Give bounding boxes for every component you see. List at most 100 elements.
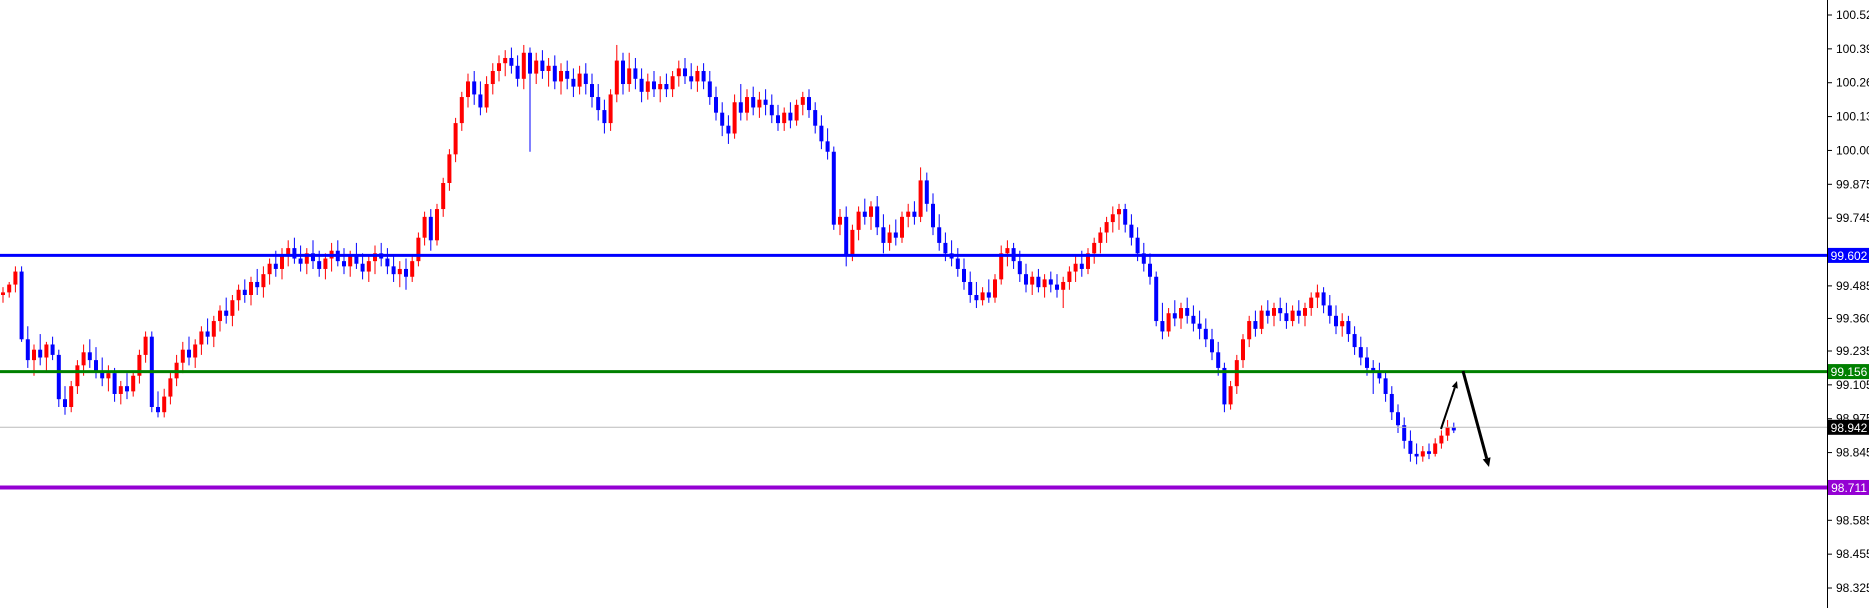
candle-down [571,78,576,87]
candle-up [856,211,861,230]
candle-up [627,68,632,85]
candle-up [131,375,136,392]
candle-down [602,110,607,124]
candle-down [968,281,973,295]
candle-down [1129,224,1134,238]
candle-up [993,279,997,298]
candle-down [242,289,247,295]
candle-up [670,76,675,90]
candle-down [156,406,160,413]
candle-down [639,78,644,92]
candle-down [652,81,656,90]
candle-down [565,71,570,79]
candle-up [1309,297,1314,309]
candle-up [211,321,216,337]
candle-up [1005,248,1010,254]
candle-down [528,52,532,74]
candle-up [658,84,663,90]
candle-up [1086,253,1090,269]
candle-up [1,292,5,295]
candle-down [831,151,836,225]
candle-down [360,263,365,272]
candle-up [1067,271,1072,282]
candle-up [373,253,377,262]
candle-up [1340,321,1345,327]
candle-down [590,84,594,98]
candle-down [664,84,669,90]
candle-down [25,339,30,361]
candle-down [583,73,588,85]
candle-up [999,253,1004,280]
candle-up [1098,232,1103,243]
candle-down [1253,321,1258,329]
up-arrow-head [1451,381,1458,389]
candle-down [1358,347,1363,358]
candle-down [292,248,297,259]
axis-tick-label: 100.265 [1836,76,1869,90]
candle-down [683,68,687,77]
candle-down [1191,315,1196,324]
candle-down [689,76,694,82]
candle-up [503,57,508,64]
candle-down [769,104,774,116]
candle-down [94,360,98,371]
candle-up [193,344,198,358]
candle-up [1179,308,1183,319]
candle-down [893,232,898,238]
candle-down [1278,308,1283,314]
axis-tick-label: 99.485 [1836,279,1869,293]
candle-up [1042,279,1047,288]
candle-down [1216,352,1221,368]
candle-down [1135,237,1140,254]
candle-up [323,258,328,269]
candle-up [366,261,371,272]
green-hline-badge-label: 99.156 [1831,365,1868,379]
candle-up [304,253,309,264]
candle-down [1265,310,1270,316]
candle-up [441,182,446,210]
candle-down [763,99,768,105]
candle-up [1445,427,1450,436]
candle-up [645,81,650,92]
candle-down [187,349,191,358]
candle-down [1389,393,1394,413]
candle-down [726,125,731,134]
candle-up [286,248,291,256]
up-arrow[interactable] [1440,387,1456,430]
down-arrow[interactable] [1461,370,1489,459]
candle-down [205,331,210,337]
candle-down [515,65,520,79]
candle-down [1427,451,1431,454]
candle-down [875,206,880,228]
candle-down [1296,310,1301,316]
candle-down [125,386,129,392]
candle-up [267,263,272,275]
candle-up [1061,281,1066,290]
candle-up [614,60,619,95]
candle-up [348,255,353,267]
candle-up [577,73,582,87]
candle-up [416,237,421,262]
candle-up [7,284,12,293]
candle-up [137,354,142,376]
candle-down [273,263,278,269]
candle-down [931,203,935,228]
candle-up [1234,360,1239,387]
candle-up [800,97,805,105]
candle-down [720,112,725,126]
candle-down [937,227,942,243]
candle-down [1048,279,1053,285]
candle-up [410,261,415,277]
candle-down [385,258,390,267]
down-arrow-head [1482,457,1491,467]
axis-tick-label: 98.585 [1836,513,1869,527]
axis-tick-label: 100.005 [1836,143,1869,157]
candle-up [1439,435,1444,444]
candle-up [168,378,173,397]
candle-down [1451,427,1456,431]
candle-up [75,365,80,387]
candle-down [1334,315,1338,327]
candle-down [912,211,917,217]
candle-up [521,52,526,79]
